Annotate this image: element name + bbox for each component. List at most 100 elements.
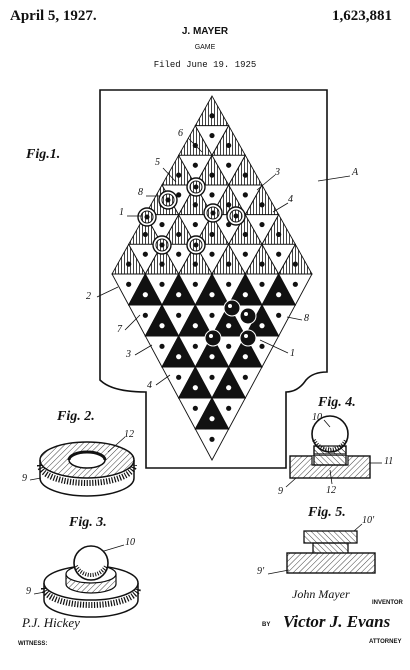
board-spot (209, 231, 215, 238)
board-spot (159, 281, 165, 287)
fig5-ref-10p: 10' (362, 515, 375, 526)
board-spot (242, 192, 248, 198)
board-spot (292, 261, 298, 267)
fig4-ref-12: 12 (326, 485, 336, 496)
ring-piece-hole (233, 213, 239, 219)
ref-7: 7 (117, 324, 122, 335)
board-spot (176, 231, 182, 238)
board-spot (209, 354, 215, 360)
board-spot (226, 405, 232, 411)
ball-piece (223, 299, 241, 317)
board-spot (192, 281, 198, 287)
ring-piece-hole (159, 242, 165, 248)
fig3-ref-9: 9 (26, 586, 31, 597)
board-spot (192, 323, 198, 329)
board-spot (259, 281, 265, 287)
board-spot (259, 202, 265, 208)
fig2-ref-9: 9 (22, 473, 27, 484)
board-spot (209, 416, 215, 422)
ref-8b: 8 (304, 313, 309, 324)
board-spot (176, 312, 182, 318)
board-spot (176, 354, 182, 360)
ref-3b: 3 (126, 349, 131, 360)
board-spot (226, 281, 232, 287)
board-spot (142, 231, 148, 238)
fig2-ring (29, 436, 137, 497)
ball-piece (239, 329, 257, 347)
board-spot (242, 292, 248, 298)
board-spot (192, 343, 198, 349)
board-spot (176, 172, 182, 178)
fig2-label: Fig. 2. (57, 409, 95, 424)
board-spot (192, 221, 198, 228)
board-spot (226, 323, 232, 329)
fig5-section (267, 523, 376, 575)
board-spot (226, 162, 232, 168)
board-spot (176, 374, 182, 380)
board-triangle-white (261, 304, 297, 337)
board-spot (192, 202, 198, 208)
fig3-label: Fig. 3. (69, 515, 107, 530)
filing-date: Filed June 19. 1925 (153, 60, 257, 70)
by-caption: BY (262, 622, 271, 628)
board-spot (142, 292, 148, 298)
board-triangle-hatched (194, 95, 230, 127)
ring-piece-hole (193, 242, 199, 248)
board-spot (242, 231, 248, 238)
board-spot (176, 192, 182, 198)
patent-number: 1,623,881 (332, 8, 392, 24)
board-spot (226, 343, 232, 349)
board-spot (192, 385, 198, 391)
ref-5: 5 (155, 157, 160, 168)
fig3-ring-ball (33, 544, 141, 618)
ref-1a: 1 (119, 207, 124, 218)
fig4-ref-10: 10 (312, 412, 322, 423)
board-spot (226, 385, 232, 391)
board-spot (259, 261, 265, 267)
ref-6: 6 (178, 128, 183, 139)
board-spot (192, 261, 198, 267)
board-spot (209, 251, 215, 257)
fig5-label: Fig. 5. (308, 505, 346, 520)
ring-piece-hole (144, 214, 150, 220)
fig5-ref-9p: 9' (257, 566, 265, 577)
patent-title: GAME (194, 44, 216, 51)
board-spot (209, 436, 215, 442)
ball-highlight (228, 304, 232, 308)
board-triangle-white (227, 366, 263, 399)
board-spot (276, 292, 282, 298)
board-spot (209, 113, 215, 119)
board-spot (126, 281, 132, 287)
board-spot (142, 312, 148, 318)
board-spot (259, 343, 265, 349)
fig2-ref-12: 12 (124, 429, 134, 440)
board-spot (292, 281, 298, 287)
witness-caption: WITNESS: (18, 641, 48, 647)
board-spot (276, 312, 282, 318)
board-spot (226, 261, 232, 267)
fig4-section (285, 415, 382, 488)
board-triangle-white (211, 397, 247, 430)
attorney-signature: Victor J. Evans (283, 612, 391, 631)
ref-4a: 4 (288, 194, 293, 205)
ref-A: A (352, 167, 359, 178)
board-spot (226, 202, 232, 208)
ball-highlight (209, 334, 213, 338)
ball-piece (204, 329, 222, 347)
board-spot (242, 251, 248, 257)
fig1-label: Fig.1. (26, 147, 61, 162)
ref-1b: 1 (290, 348, 295, 359)
ref-2: 2 (86, 291, 91, 302)
board-spot (192, 162, 198, 168)
board-triangle-white (277, 273, 313, 306)
board-triangle-white (194, 428, 230, 461)
board-spot (209, 312, 215, 318)
ring-piece-hole (210, 210, 216, 216)
board-spot (276, 231, 282, 238)
board-spot (209, 172, 215, 178)
fig3-ref-10: 10 (125, 537, 135, 548)
witness-signature: P.J. Hickey (22, 615, 80, 630)
fig4-ref-11: 11 (384, 456, 394, 467)
board-spot (176, 251, 182, 257)
board-spot (276, 251, 282, 257)
